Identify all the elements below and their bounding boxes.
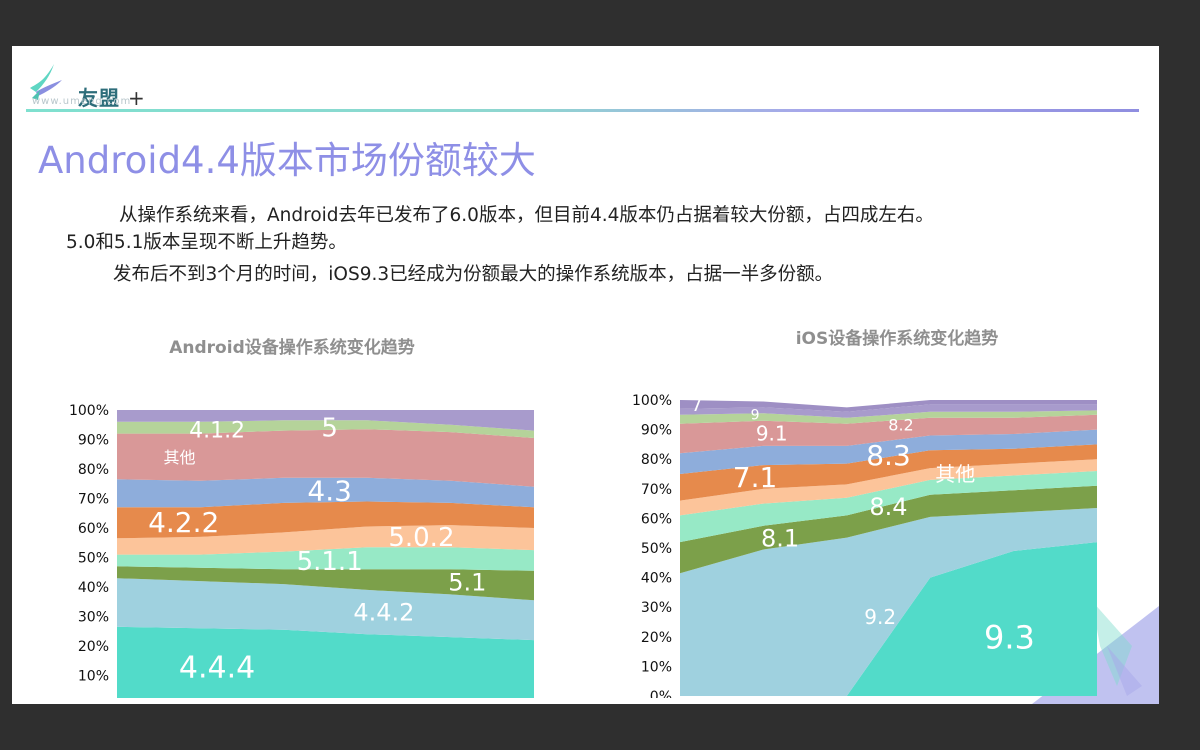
bird-logo-icon [30, 64, 62, 100]
series-label--: 其他 [164, 448, 196, 467]
series-label-9: 9 [751, 407, 760, 423]
area-9 [680, 404, 1097, 418]
series-labels: 4.4.4 4.4.2 5.1 5.1.1 5.0.2 4.2.2 4.3 其他 4.1.2 5 [148, 414, 486, 686]
area-- [680, 459, 1097, 516]
y-tick-label: 50% [641, 541, 672, 557]
y-axis: 0%10%20%30%40%50%60%70%80%90%100% [69, 403, 109, 685]
series-label-4-3: 4.3 [307, 474, 352, 507]
series-label--: 其他 [935, 462, 975, 486]
y-tick-label: 0% [650, 689, 672, 698]
series-label-9-1: 9.1 [756, 422, 788, 446]
y-axis: 0% 10% 20% 30% 40% 50% 60% 70% 80% 90% 100% [632, 393, 672, 698]
y-tick-label: 70% [641, 482, 672, 498]
series-label-8-4: 8.4 [869, 493, 907, 521]
series-labels: 9.3 9.2 8.1 8.4 其他 7.1 8.3 9.1 8.2 9 7 [691, 395, 1035, 656]
series-label-5-1: 5.1 [448, 568, 486, 596]
area-- [117, 429, 534, 487]
area-4-4-2 [117, 578, 534, 641]
area-4-4-4 [117, 626, 534, 698]
android-chart: Android设备操作系统变化趋势 0%10%20%30%40%50%60%70… [69, 337, 534, 698]
series-label-7-1: 7.1 [733, 461, 778, 494]
y-tick-label: 100% [69, 403, 109, 419]
series-label-5: 5 [321, 414, 338, 444]
ios-chart: iOS设备操作系统变化趋势 0% 10% 20% 30% 40% 50% 60% 70% 80%… [632, 328, 1097, 698]
series-label-8-2: 8.2 [888, 415, 913, 434]
y-tick-label: 20% [78, 639, 109, 655]
y-tick-label: 40% [641, 571, 672, 587]
y-tick-label: 40% [78, 580, 109, 596]
brand-url: www.umeng.com [32, 96, 132, 107]
area-series-group [680, 400, 1097, 696]
area-4-2-2 [117, 501, 534, 539]
area-9-2 [680, 508, 1097, 696]
y-tick-label: 30% [78, 610, 109, 626]
series-label-7: 7 [691, 395, 702, 416]
y-tick-label: 100% [632, 393, 672, 409]
area-7 [680, 400, 1097, 412]
area-5 [117, 410, 534, 431]
area-8-2 [680, 410, 1097, 424]
series-label-5-0-2: 5.0.2 [388, 523, 454, 553]
area-5-0-2 [117, 525, 534, 555]
y-tick-label: 10% [641, 659, 672, 675]
y-tick-label: 90% [641, 423, 672, 439]
y-tick-label: 50% [78, 551, 109, 567]
area-8-1 [680, 485, 1097, 574]
y-tick-label: 70% [78, 492, 109, 508]
area-series-group [117, 410, 534, 698]
series-label-4-1-2: 4.1.2 [189, 419, 245, 444]
series-label-9-3: 9.3 [984, 618, 1035, 656]
area-5-1 [117, 566, 534, 601]
paragraph-1: 从操作系统来看，Android去年已发布了6.0版本，但目前4.4版本仍占据着较… [119, 205, 934, 226]
chart-title: iOS设备操作系统变化趋势 [796, 328, 999, 349]
y-tick-label: 90% [78, 433, 109, 449]
y-tick-label: 60% [78, 521, 109, 537]
area-5-1-1 [117, 547, 534, 571]
page-title: Android4.4版本市场份额较大 [38, 139, 536, 182]
paragraph-3: 发布后不到3个月的时间，iOS9.3已经成为份额最大的操作系统版本，占据一半多份… [113, 264, 834, 285]
series-label-4-2-2: 4.2.2 [148, 506, 219, 539]
series-label-8-1: 8.1 [761, 524, 799, 552]
slide: 友盟 + www.umeng.com Android4.4版本市场份额较大 从操… [12, 46, 1159, 704]
y-tick-label: 80% [641, 452, 672, 468]
series-label-9-2: 9.2 [864, 605, 896, 629]
series-label-8-3: 8.3 [866, 439, 911, 472]
area-7-1 [680, 444, 1097, 501]
paragraph-2: 5.0和5.1版本呈现不断上升趋势。 [66, 232, 347, 253]
y-tick-label: 20% [641, 630, 672, 646]
y-tick-label: 60% [641, 511, 672, 527]
header-divider [26, 109, 1139, 112]
series-label-5-1-1: 5.1.1 [297, 547, 363, 577]
brand-name: 友盟 + [78, 86, 146, 110]
area-9-1 [680, 414, 1097, 454]
series-label-4-4-2: 4.4.2 [353, 599, 414, 627]
area-4-3 [117, 477, 534, 508]
chart-title: Android设备操作系统变化趋势 [169, 337, 415, 358]
y-tick-label: 80% [78, 462, 109, 478]
area-8-4 [680, 471, 1097, 543]
series-label-4-4-4: 4.4.4 [179, 650, 255, 685]
area-9-3 [680, 542, 1097, 696]
umeng-logo: 友盟 + [26, 58, 186, 110]
area-8-3 [680, 429, 1097, 474]
area-4-1-2 [117, 420, 534, 438]
y-tick-label: 10% [78, 669, 109, 685]
y-tick-label: 30% [641, 600, 672, 616]
